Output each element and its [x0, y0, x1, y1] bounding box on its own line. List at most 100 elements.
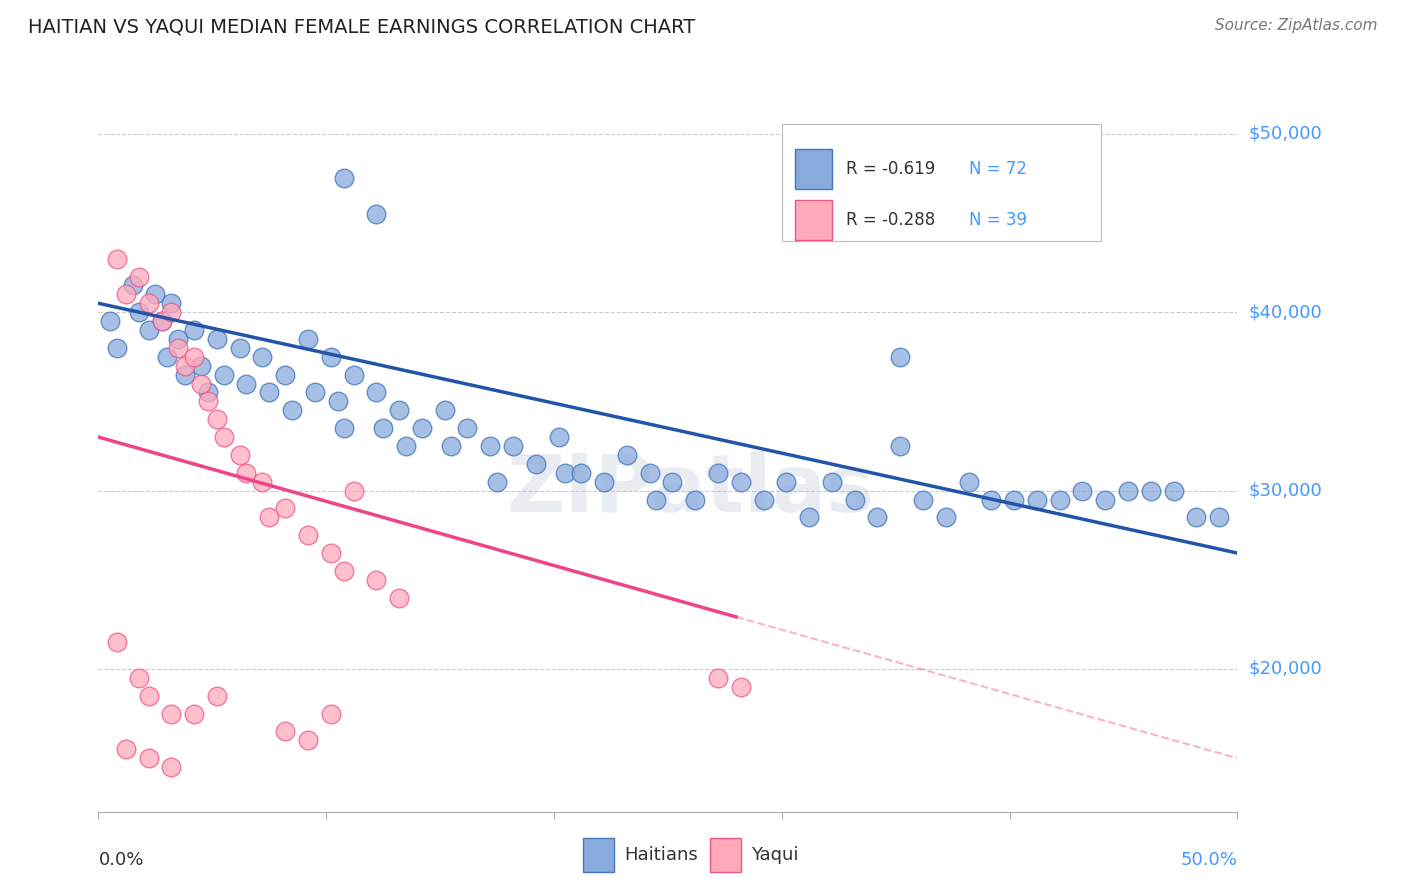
Bar [796, 200, 832, 240]
Point [121, 278, 143, 293]
Point [1094, 492, 1116, 507]
Point [156, 350, 179, 364]
Text: N = 72: N = 72 [969, 160, 1026, 178]
Point [935, 510, 957, 524]
Point [411, 421, 433, 435]
Point [319, 546, 342, 560]
Point [160, 305, 183, 319]
Point [371, 421, 394, 435]
Point [105, 252, 128, 266]
Point [190, 376, 212, 391]
Point [228, 341, 250, 355]
Point [235, 376, 257, 391]
Point [479, 439, 502, 453]
Text: Haitians: Haitians [624, 847, 697, 864]
Point [342, 368, 364, 382]
Text: N = 39: N = 39 [969, 211, 1026, 229]
Point [252, 350, 274, 364]
Point [98, 314, 121, 328]
Point [1071, 483, 1094, 498]
Point [197, 394, 219, 409]
Point [138, 323, 160, 337]
Point [1163, 483, 1185, 498]
Point [821, 475, 844, 489]
Point [1025, 492, 1047, 507]
Point [889, 350, 911, 364]
Point [486, 475, 509, 489]
Point [160, 760, 183, 774]
Point [212, 368, 235, 382]
Point [333, 421, 356, 435]
Point [661, 475, 683, 489]
Point [342, 483, 364, 498]
Point [752, 492, 775, 507]
Point [114, 287, 136, 301]
Point [366, 573, 388, 587]
Point [456, 421, 478, 435]
Point [683, 492, 706, 507]
Point [174, 359, 197, 373]
Text: Yaqui: Yaqui [751, 847, 799, 864]
Point [128, 269, 150, 284]
Point [395, 439, 418, 453]
Point [569, 466, 592, 480]
Point [304, 385, 326, 400]
Point [297, 733, 319, 747]
Point [388, 403, 411, 417]
Point [274, 501, 297, 516]
Point [645, 492, 668, 507]
Point [167, 332, 190, 346]
Point [160, 296, 183, 310]
Point [638, 466, 661, 480]
Point [183, 323, 205, 337]
Point [1116, 483, 1139, 498]
Point [190, 359, 212, 373]
Point [593, 475, 616, 489]
Point [150, 314, 173, 328]
Point [547, 430, 569, 444]
Point [866, 510, 889, 524]
Bar [796, 149, 832, 189]
Point [205, 332, 228, 346]
Text: HAITIAN VS YAQUI MEDIAN FEMALE EARNINGS CORRELATION CHART: HAITIAN VS YAQUI MEDIAN FEMALE EARNINGS … [28, 18, 696, 37]
Point [197, 385, 219, 400]
Point [235, 466, 257, 480]
Point [319, 706, 342, 721]
Point [1049, 492, 1071, 507]
Point [957, 475, 980, 489]
Text: R = -0.288: R = -0.288 [845, 211, 935, 229]
Point [150, 314, 173, 328]
Point [433, 403, 456, 417]
Point [1185, 510, 1208, 524]
Point [980, 492, 1002, 507]
Point [297, 332, 319, 346]
Point [333, 564, 356, 578]
Point [502, 439, 524, 453]
Point [167, 341, 190, 355]
Text: R = -0.619: R = -0.619 [845, 160, 935, 178]
Text: $20,000: $20,000 [1249, 660, 1322, 678]
Point [524, 457, 547, 471]
Text: $40,000: $40,000 [1249, 303, 1322, 321]
Point [366, 207, 388, 221]
Text: ZIPatlas: ZIPatlas [506, 450, 875, 529]
Point [1002, 492, 1025, 507]
Point [366, 385, 388, 400]
Point [145, 287, 167, 301]
Point [274, 368, 297, 382]
Point [889, 439, 911, 453]
Point [205, 412, 228, 426]
Point [440, 439, 463, 453]
Text: Source: ZipAtlas.com: Source: ZipAtlas.com [1215, 18, 1378, 33]
Point [1139, 483, 1161, 498]
Point [212, 430, 235, 444]
Point [297, 528, 319, 542]
Point [797, 510, 820, 524]
Point [105, 635, 128, 649]
Point [259, 385, 281, 400]
Point [707, 466, 730, 480]
Point [326, 394, 349, 409]
Point [183, 706, 205, 721]
Point [105, 341, 128, 355]
Point [281, 403, 304, 417]
